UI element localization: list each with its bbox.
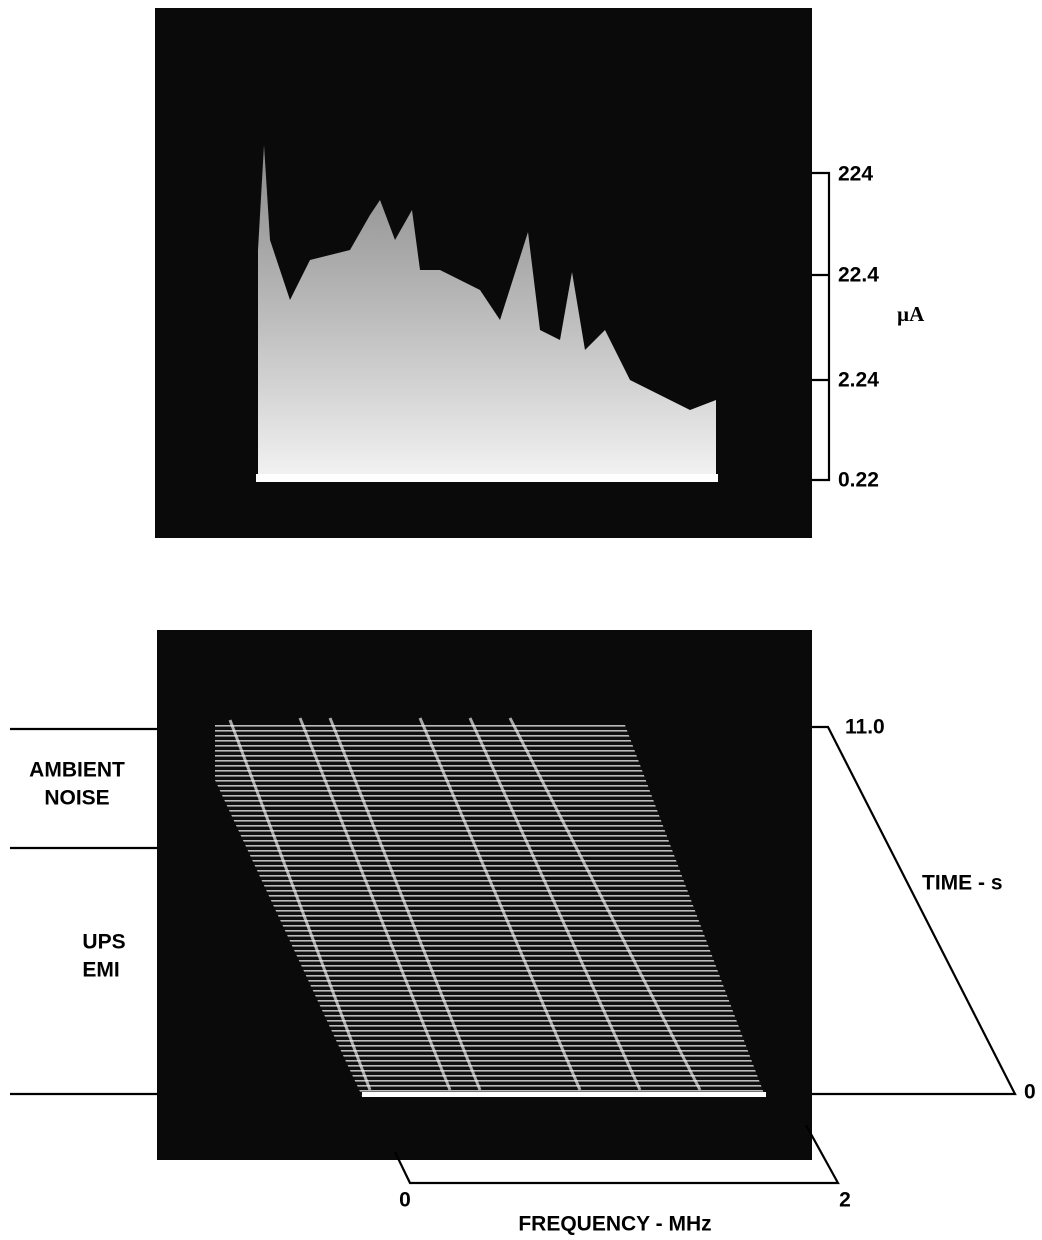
frequency-start: 0 xyxy=(399,1189,411,1212)
annotation-lines xyxy=(10,725,1017,1185)
frequency-end: 2 xyxy=(839,1189,851,1212)
spectrum-photo xyxy=(155,8,812,538)
scale-label: 224 xyxy=(838,163,873,186)
scale-label: 2.24 xyxy=(838,369,879,392)
region-label: NOISE xyxy=(44,787,109,810)
region-label: UPS xyxy=(82,931,125,954)
scale-label: 22.4 xyxy=(838,264,879,287)
unit-label: µA xyxy=(897,302,925,326)
region-label: AMBIENT xyxy=(29,759,125,782)
region-label: EMI xyxy=(82,959,119,982)
time-end: 11.0 xyxy=(845,716,885,739)
time-start: 0 xyxy=(1024,1081,1036,1104)
scale-label: 0.22 xyxy=(838,469,879,492)
frequency-title: FREQUENCY - MHz xyxy=(518,1213,711,1236)
waterfall-photo xyxy=(157,630,812,1160)
time-title: TIME - s xyxy=(922,872,1003,895)
scale-bracket xyxy=(812,171,831,482)
